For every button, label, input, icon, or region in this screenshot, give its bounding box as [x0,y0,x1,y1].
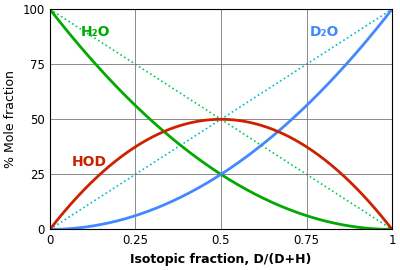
Text: HOD: HOD [72,154,107,168]
X-axis label: Isotopic fraction, D/(D+H): Isotopic fraction, D/(D+H) [130,253,312,266]
Y-axis label: % Mole fraction: % Mole fraction [4,70,17,168]
Text: H₂O: H₂O [81,25,110,39]
Text: D₂O: D₂O [310,25,339,39]
